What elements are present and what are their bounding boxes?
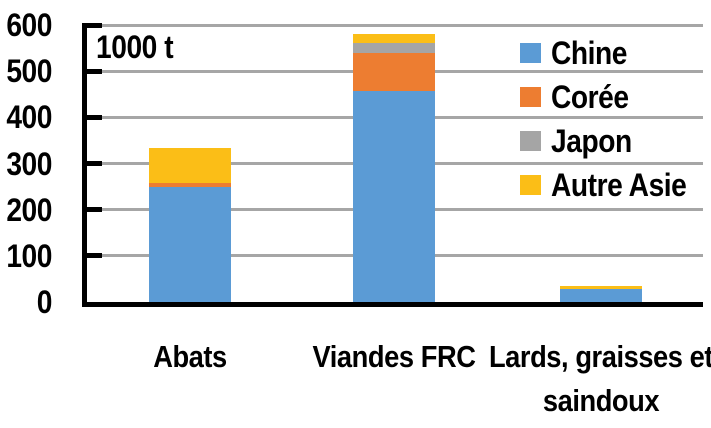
bar-segment-coree-abats bbox=[149, 182, 231, 187]
legend-swatch-chine bbox=[520, 43, 541, 63]
legend-label-japon: Japon bbox=[551, 122, 632, 159]
y-axis-tick-100 bbox=[87, 253, 102, 259]
y-axis-tick-300 bbox=[87, 161, 102, 166]
y-axis-tick-label-600: 600 bbox=[6, 7, 53, 43]
y-axis-line bbox=[82, 23, 87, 307]
gridline-600 bbox=[87, 23, 703, 27]
bar-segment-chine-lards-graisses-et-saindoux bbox=[560, 289, 642, 302]
bar-segment-chine-viandes-frc bbox=[353, 90, 435, 302]
legend-item-coree: Corée bbox=[520, 75, 705, 119]
bar-segment-chine-abats bbox=[149, 186, 231, 302]
bar-segment-autre-asie-lards-graisses-et-saindoux bbox=[560, 285, 642, 290]
legend-item-autre-asie: Autre Asie bbox=[520, 163, 705, 207]
x-axis-category-label-viandes-frc: Viandes FRC bbox=[312, 339, 476, 374]
x-axis-category-label-abats: Abats bbox=[153, 339, 227, 374]
legend-item-chine: Chine bbox=[520, 31, 705, 75]
legend-swatch-japon bbox=[520, 131, 541, 151]
y-axis-tick-label-500: 500 bbox=[6, 53, 53, 90]
y-axis-tick-label-400: 400 bbox=[6, 99, 53, 136]
bar-segment-autre-asie-abats bbox=[149, 148, 231, 183]
legend-label-autre-asie: Autre Asie bbox=[551, 166, 687, 203]
y-axis-tick-400 bbox=[87, 114, 102, 120]
bar-segment-coree-viandes-frc bbox=[353, 52, 435, 91]
y-axis-tick-label-300: 300 bbox=[6, 145, 53, 182]
y-axis-tick-label-100: 100 bbox=[6, 237, 53, 274]
bar-segment-japon-viandes-frc bbox=[353, 43, 435, 53]
legend: Chine Corée Japon Autre Asie bbox=[520, 31, 705, 207]
y-axis-tick-200 bbox=[87, 207, 102, 213]
legend-item-japon: Japon bbox=[520, 119, 705, 163]
x-axis-category-label-lards-graisses-et-saindoux: Lards, graisses et saindoux bbox=[488, 339, 711, 418]
unit-label: 1000 t bbox=[96, 29, 174, 65]
x-axis-line bbox=[82, 302, 703, 307]
y-axis-tick-label-0: 0 bbox=[36, 284, 53, 320]
legend-label-coree: Corée bbox=[551, 78, 629, 115]
y-axis-tick-600 bbox=[87, 22, 102, 28]
y-axis-tick-500 bbox=[87, 68, 102, 74]
bar-segment-autre-asie-viandes-frc bbox=[353, 33, 435, 43]
y-axis-tick-label-200: 200 bbox=[6, 191, 53, 228]
legend-label-chine: Chine bbox=[551, 34, 628, 71]
legend-swatch-autre-asie bbox=[520, 175, 541, 195]
legend-swatch-coree bbox=[520, 87, 541, 107]
